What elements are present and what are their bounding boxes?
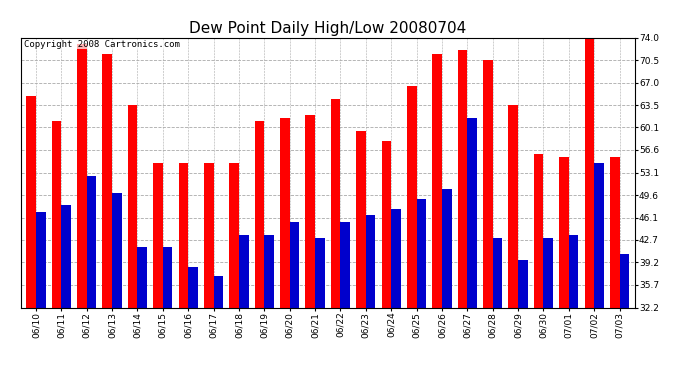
- Bar: [407, 86, 417, 308]
- Bar: [442, 189, 451, 308]
- Bar: [366, 215, 375, 308]
- Bar: [356, 131, 366, 308]
- Bar: [153, 164, 163, 308]
- Bar: [382, 141, 391, 308]
- Bar: [87, 176, 97, 308]
- Bar: [544, 238, 553, 308]
- Bar: [163, 248, 172, 308]
- Bar: [509, 105, 518, 308]
- Bar: [467, 118, 477, 308]
- Bar: [569, 234, 578, 308]
- Bar: [331, 99, 340, 308]
- Bar: [340, 222, 350, 308]
- Bar: [61, 206, 71, 308]
- Bar: [188, 267, 198, 308]
- Bar: [229, 164, 239, 308]
- Bar: [534, 154, 544, 308]
- Bar: [594, 164, 604, 308]
- Bar: [610, 157, 620, 308]
- Bar: [306, 115, 315, 308]
- Bar: [112, 192, 121, 308]
- Bar: [255, 122, 264, 308]
- Bar: [559, 157, 569, 308]
- Text: Copyright 2008 Cartronics.com: Copyright 2008 Cartronics.com: [23, 40, 179, 49]
- Bar: [137, 248, 147, 308]
- Bar: [264, 234, 274, 308]
- Bar: [214, 276, 223, 308]
- Bar: [433, 54, 442, 307]
- Bar: [518, 260, 528, 308]
- Bar: [102, 54, 112, 307]
- Bar: [417, 199, 426, 308]
- Bar: [280, 118, 290, 308]
- Bar: [620, 254, 629, 308]
- Bar: [239, 234, 248, 308]
- Bar: [493, 238, 502, 308]
- Bar: [52, 122, 61, 308]
- Bar: [483, 60, 493, 308]
- Bar: [584, 38, 594, 308]
- Bar: [391, 209, 401, 308]
- Bar: [315, 238, 325, 308]
- Bar: [36, 212, 46, 308]
- Bar: [26, 96, 36, 308]
- Bar: [179, 164, 188, 308]
- Bar: [77, 44, 87, 308]
- Title: Dew Point Daily High/Low 20080704: Dew Point Daily High/Low 20080704: [189, 21, 466, 36]
- Bar: [457, 50, 467, 308]
- Bar: [204, 164, 214, 308]
- Bar: [290, 222, 299, 308]
- Bar: [128, 105, 137, 308]
